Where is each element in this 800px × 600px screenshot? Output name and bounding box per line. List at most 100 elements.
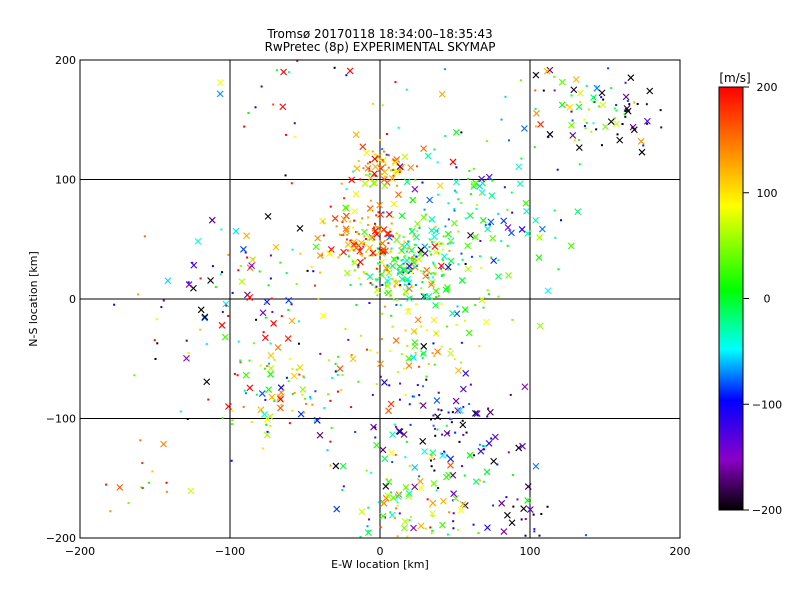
data-point-dot	[239, 264, 242, 267]
data-point-cross	[478, 175, 486, 183]
data-point-dot	[237, 340, 240, 343]
data-point-cross	[477, 447, 485, 455]
data-point-cross	[349, 355, 357, 363]
data-point-dot	[387, 154, 390, 157]
data-point-dot	[460, 361, 463, 364]
data-point-dot	[347, 255, 350, 258]
data-point-dot	[269, 254, 272, 257]
data-point-cross	[558, 101, 566, 109]
data-point-dot	[432, 414, 435, 417]
data-point-dot	[441, 273, 444, 276]
data-point-dot	[399, 251, 402, 254]
data-point-dot	[421, 281, 424, 284]
data-point-cross	[622, 93, 630, 101]
data-point-dot	[389, 234, 392, 237]
data-point-dot	[464, 319, 467, 322]
data-point-dot	[418, 365, 421, 368]
data-point-cross	[340, 215, 348, 223]
data-point-dot	[534, 125, 537, 128]
data-point-dot	[430, 418, 433, 421]
data-point-dot	[430, 453, 433, 456]
data-point-dot	[556, 168, 559, 171]
data-point-cross	[404, 276, 412, 283]
data-point-dot	[252, 342, 255, 345]
data-point-cross	[279, 103, 287, 111]
data-point-cross	[280, 68, 287, 76]
data-point-cross	[524, 497, 532, 504]
data-point-cross	[479, 216, 487, 224]
data-point-dot	[414, 330, 417, 333]
data-point-dot	[485, 140, 488, 143]
data-point-dot	[342, 485, 345, 488]
data-point-cross	[430, 316, 438, 324]
data-point-dot	[428, 506, 431, 509]
data-point-dot	[448, 417, 451, 420]
data-point-dot	[477, 532, 480, 535]
x-tick-label: 100	[520, 545, 541, 558]
y-tick-label: −100	[46, 413, 76, 426]
data-point-cross	[500, 217, 508, 225]
data-point-dot	[437, 294, 440, 297]
data-point-cross	[487, 218, 495, 226]
data-point-cross	[359, 143, 367, 151]
data-point-dot	[412, 257, 415, 260]
data-point-dot	[587, 108, 590, 111]
data-point-dot	[396, 535, 399, 538]
data-point-dot	[336, 355, 339, 358]
data-point-dot	[293, 122, 296, 125]
data-point-dot	[420, 287, 423, 290]
data-point-dot	[379, 165, 382, 168]
data-point-cross	[379, 512, 387, 520]
data-point-cross	[430, 480, 438, 487]
data-point-dot	[237, 269, 240, 272]
data-point-cross	[470, 180, 478, 188]
data-point-cross	[370, 179, 378, 187]
data-point-dot	[373, 153, 376, 156]
data-point-dot	[368, 170, 371, 173]
data-point-cross	[574, 208, 582, 215]
data-point-dot	[368, 254, 371, 257]
data-point-cross	[414, 316, 422, 324]
data-point-dot	[367, 216, 370, 219]
data-point-dot	[261, 447, 264, 450]
data-point-dot	[392, 174, 395, 177]
data-point-cross	[535, 254, 543, 261]
data-point-dot	[472, 167, 475, 170]
data-point-dot	[394, 423, 397, 426]
data-point-dot	[416, 165, 419, 168]
data-point-dot	[358, 248, 361, 251]
data-point-dot	[444, 225, 447, 228]
data-point-dot	[162, 299, 165, 302]
data-point-cross	[272, 243, 280, 251]
data-point-dot	[421, 356, 424, 359]
data-point-cross	[436, 182, 444, 190]
data-point-dot	[405, 273, 408, 276]
plot-frame	[79, 59, 681, 539]
data-point-dot	[266, 365, 269, 368]
data-point-cross	[380, 176, 388, 183]
data-point-dot	[393, 517, 396, 520]
data-point-dot	[437, 252, 440, 255]
y-axis-label: N-S location [km]	[27, 251, 40, 347]
data-point-cross	[432, 248, 440, 256]
data-point-dot	[592, 100, 595, 103]
x-tick-label: 0	[377, 545, 384, 558]
data-point-cross	[467, 232, 474, 239]
data-point-dot	[396, 272, 399, 275]
data-point-dot	[412, 235, 415, 238]
data-point-cross	[257, 406, 265, 414]
data-point-dot	[329, 464, 332, 467]
data-point-cross	[401, 243, 408, 250]
data-point-cross	[382, 482, 390, 490]
data-point-dot	[427, 276, 430, 279]
data-point-dot	[360, 254, 363, 257]
data-point-dot	[371, 254, 374, 257]
data-point-cross	[459, 421, 467, 429]
data-point-cross	[370, 423, 377, 431]
data-point-dot	[221, 417, 224, 420]
data-point-cross	[387, 449, 395, 457]
data-point-cross	[590, 94, 597, 101]
data-point-dot	[389, 294, 392, 297]
data-point-dot	[346, 249, 349, 252]
data-point-dot	[468, 403, 471, 406]
